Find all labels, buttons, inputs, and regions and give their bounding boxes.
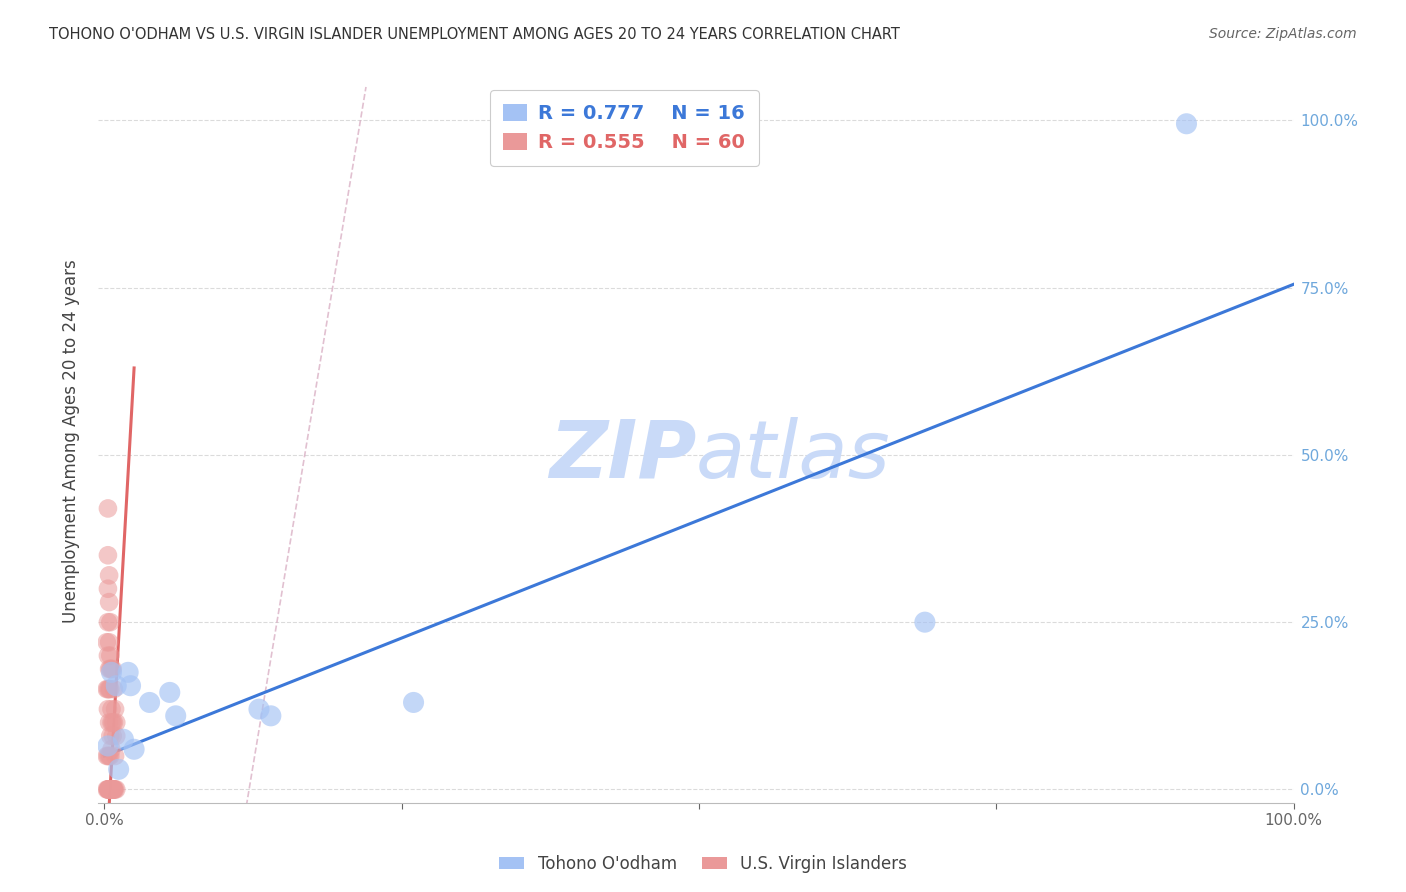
Point bbox=[104, 782, 127, 797]
Point bbox=[98, 782, 121, 797]
Point bbox=[122, 742, 145, 756]
Point bbox=[98, 682, 121, 697]
Point bbox=[402, 696, 425, 710]
Point bbox=[97, 782, 120, 797]
Point bbox=[120, 679, 142, 693]
Legend: Tohono O'odham, U.S. Virgin Islanders: Tohono O'odham, U.S. Virgin Islanders bbox=[492, 848, 914, 880]
Point bbox=[96, 749, 118, 764]
Point bbox=[914, 615, 936, 630]
Point bbox=[101, 729, 124, 743]
Point bbox=[107, 762, 129, 776]
Point bbox=[98, 782, 121, 797]
Point bbox=[97, 501, 120, 516]
Point bbox=[101, 782, 124, 797]
Point bbox=[97, 739, 120, 753]
Point bbox=[98, 782, 121, 797]
Point bbox=[138, 696, 160, 710]
Point bbox=[96, 782, 118, 797]
Point bbox=[98, 682, 121, 697]
Point bbox=[98, 749, 121, 764]
Point bbox=[97, 782, 120, 797]
Point bbox=[97, 615, 120, 630]
Point bbox=[98, 715, 121, 730]
Point bbox=[101, 782, 124, 797]
Point bbox=[105, 679, 128, 693]
Point bbox=[165, 708, 187, 723]
Point bbox=[98, 635, 121, 649]
Point bbox=[97, 782, 120, 797]
Point bbox=[101, 662, 124, 676]
Y-axis label: Unemployment Among Ages 20 to 24 years: Unemployment Among Ages 20 to 24 years bbox=[62, 260, 80, 624]
Point bbox=[105, 729, 128, 743]
Text: atlas: atlas bbox=[696, 417, 891, 495]
Point bbox=[103, 682, 125, 697]
Point bbox=[100, 665, 122, 680]
Point bbox=[98, 749, 121, 764]
Point bbox=[98, 782, 121, 797]
Point bbox=[100, 782, 122, 797]
Point bbox=[100, 662, 122, 676]
Point bbox=[260, 708, 283, 723]
Point bbox=[247, 702, 270, 716]
Point bbox=[97, 648, 120, 663]
Point bbox=[98, 782, 121, 797]
Point bbox=[97, 548, 120, 563]
Point bbox=[97, 702, 120, 716]
Point bbox=[1175, 117, 1198, 131]
Point bbox=[101, 715, 124, 730]
Text: ZIP: ZIP bbox=[548, 417, 696, 495]
Point bbox=[105, 782, 128, 797]
Point bbox=[98, 662, 121, 676]
Point bbox=[103, 715, 125, 730]
Point bbox=[105, 715, 128, 730]
Text: Source: ZipAtlas.com: Source: ZipAtlas.com bbox=[1209, 27, 1357, 41]
Point bbox=[104, 702, 127, 716]
Point bbox=[100, 782, 122, 797]
Point bbox=[100, 715, 122, 730]
Point bbox=[98, 782, 121, 797]
Point bbox=[98, 595, 121, 609]
Point bbox=[98, 782, 121, 797]
Legend: R = 0.777    N = 16, R = 0.555    N = 60: R = 0.777 N = 16, R = 0.555 N = 60 bbox=[489, 90, 759, 166]
Point bbox=[97, 749, 120, 764]
Point bbox=[98, 729, 121, 743]
Point bbox=[100, 782, 122, 797]
Point bbox=[103, 782, 125, 797]
Point bbox=[112, 732, 135, 747]
Point bbox=[103, 782, 125, 797]
Point bbox=[98, 662, 121, 676]
Point bbox=[98, 782, 121, 797]
Text: TOHONO O'ODHAM VS U.S. VIRGIN ISLANDER UNEMPLOYMENT AMONG AGES 20 TO 24 YEARS CO: TOHONO O'ODHAM VS U.S. VIRGIN ISLANDER U… bbox=[49, 27, 900, 42]
Point bbox=[103, 782, 125, 797]
Point bbox=[101, 782, 124, 797]
Point bbox=[104, 749, 127, 764]
Point bbox=[100, 702, 122, 716]
Point bbox=[96, 682, 118, 697]
Point bbox=[98, 568, 121, 582]
Point bbox=[100, 742, 122, 756]
Point bbox=[98, 648, 121, 663]
Point bbox=[159, 685, 181, 699]
Point bbox=[117, 665, 139, 680]
Point bbox=[96, 635, 118, 649]
Point bbox=[97, 682, 120, 697]
Point bbox=[97, 582, 120, 596]
Point bbox=[98, 615, 121, 630]
